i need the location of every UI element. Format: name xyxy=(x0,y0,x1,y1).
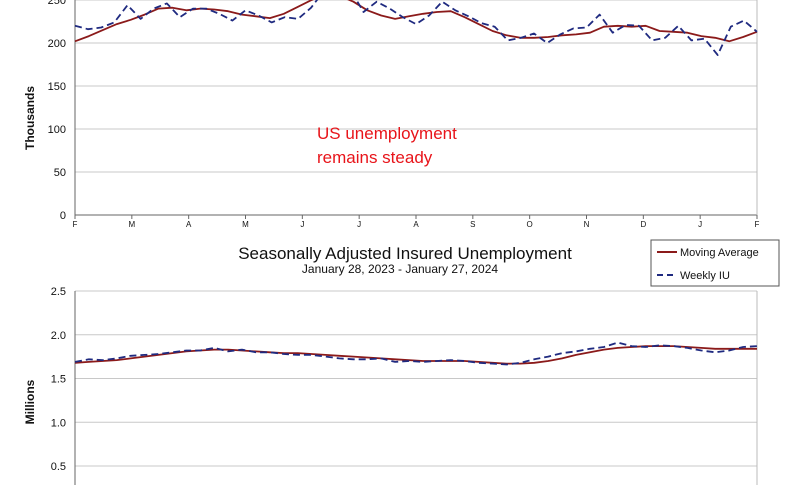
y-tick-label: 50 xyxy=(54,167,66,179)
x-tick-label: N xyxy=(584,220,590,229)
x-tick-label: O xyxy=(527,220,533,229)
bottom-series-lines xyxy=(74,341,758,366)
x-tick-label: A xyxy=(186,220,192,229)
series-line-weekly-iu xyxy=(74,341,758,366)
y-tick-label: 0.5 xyxy=(51,461,66,473)
bottom-chart-legend: Moving Average Weekly IU xyxy=(650,239,780,287)
x-tick-label: F xyxy=(755,220,760,229)
x-tick-label: J xyxy=(357,220,361,229)
y-tick-label: 200 xyxy=(48,38,66,50)
annotation-line-2: remains steady xyxy=(317,148,433,167)
top-y-tick-labels: 0 50 100 150 200 250 xyxy=(48,0,66,222)
x-tick-label: S xyxy=(470,220,475,229)
bottom-chart-title: Seasonally Adjusted Insured Unemployment xyxy=(238,244,572,263)
bottom-y-axis-label: Millions xyxy=(23,379,37,424)
x-tick-label: M xyxy=(128,220,135,229)
bottom-chart-subtitle: January 28, 2023 - January 27, 2024 xyxy=(302,262,498,276)
top-y-axis-label: Thousands xyxy=(23,86,37,150)
bottom-y-tick-labels: 0.5 1.0 1.5 2.0 2.5 xyxy=(51,286,66,473)
top-series-lines xyxy=(74,0,758,56)
annotation-line-1: US unemployment xyxy=(317,124,457,143)
y-tick-label: 100 xyxy=(48,124,66,136)
y-tick-label: 1.0 xyxy=(51,417,66,429)
legend-label-weekly-iu: Weekly IU xyxy=(680,270,730,282)
bottom-chart: Seasonally Adjusted Insured Unemployment… xyxy=(23,239,780,485)
y-tick-label: 1.5 xyxy=(51,374,66,386)
bottom-chart-grid xyxy=(75,290,757,467)
x-tick-label: M xyxy=(242,220,249,229)
y-tick-label: 2.0 xyxy=(51,330,66,342)
y-tick-label: 0 xyxy=(60,210,66,222)
y-tick-label: 250 xyxy=(48,0,66,7)
x-tick-label: A xyxy=(413,220,419,229)
legend-label-moving-average: Moving Average xyxy=(680,247,759,259)
x-tick-label: F xyxy=(73,220,78,229)
y-tick-label: 2.5 xyxy=(51,286,66,298)
y-tick-label: 150 xyxy=(48,81,66,93)
x-tick-label: J xyxy=(698,220,702,229)
x-tick-label: J xyxy=(300,220,304,229)
x-tick-label: D xyxy=(640,220,646,229)
series-line-moving-average xyxy=(74,0,758,43)
